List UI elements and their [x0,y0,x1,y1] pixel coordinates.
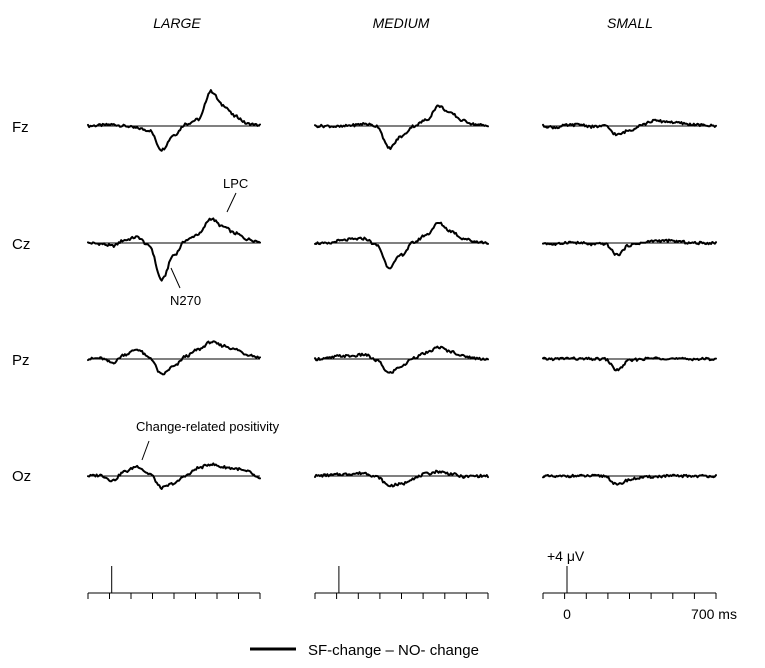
annotation-n270: N270 [170,293,201,308]
waveform-medium-fz [314,104,489,151]
time-end-label: 700 ms [691,606,737,622]
legend-label: SF-change – NO- change [308,642,479,659]
time-axes [87,566,717,599]
waveform-large-oz [87,462,261,490]
row-label-fz: Fz [12,119,29,136]
waveform-large-fz [87,89,261,152]
positivity-pointer [141,440,150,461]
row-label-pz: Pz [12,352,30,369]
waveform-large-pz [87,340,261,376]
waveform-panels [87,89,717,490]
column-title-large: LARGE [153,15,201,31]
row-label-oz: Oz [12,468,31,485]
lpc-pointer [226,192,237,213]
waveform-large-cz [87,217,261,282]
time-start-label: 0 [563,606,571,622]
waveform-small-fz [542,118,717,137]
voltage-scale-label: +4 μV [547,548,585,564]
annotation-lpc: LPC [223,176,248,191]
column-title-small: SMALL [607,15,653,31]
n270-pointer [170,267,181,289]
waveform-small-pz [542,356,717,372]
column-title-medium: MEDIUM [373,15,430,31]
waveform-medium-cz [314,221,489,270]
waveform-medium-oz [314,469,489,488]
waveform-small-cz [542,238,717,257]
waveform-small-oz [542,473,717,486]
annotation-change-related-positivity: Change-related positivity [136,419,280,434]
row-label-cz: Cz [12,236,30,253]
waveform-medium-pz [314,345,489,374]
